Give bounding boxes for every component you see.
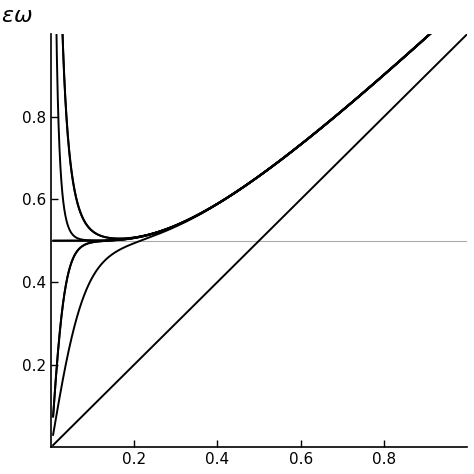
Text: $\varepsilon\omega$: $\varepsilon\omega$	[1, 6, 33, 26]
